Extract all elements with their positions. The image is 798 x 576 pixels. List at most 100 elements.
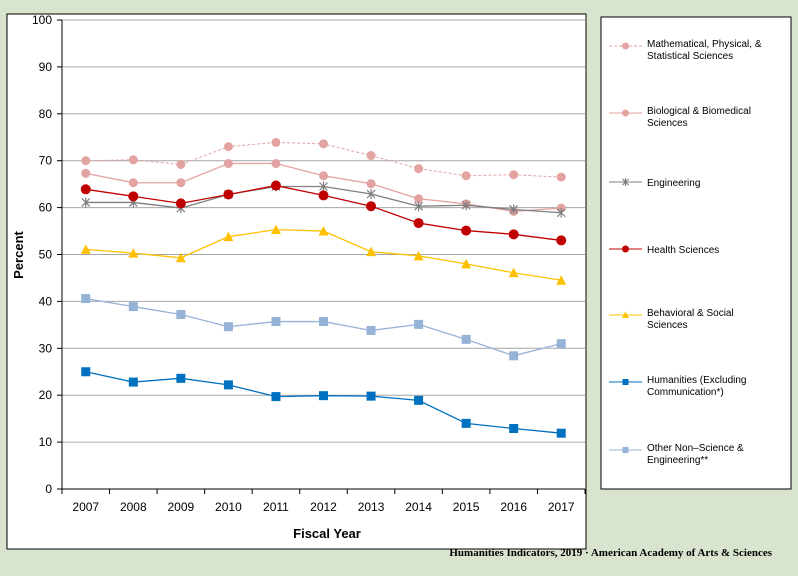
data-point xyxy=(508,267,519,278)
y-tick-label: 10 xyxy=(39,435,53,449)
plot-panel xyxy=(6,13,587,550)
y-tick-label: 30 xyxy=(39,341,53,355)
data-point xyxy=(318,226,329,236)
legend-label: Health Sciences xyxy=(647,245,719,256)
data-point xyxy=(366,246,377,257)
legend-marker xyxy=(622,245,629,253)
legend-label: Humanities (Excluding xyxy=(647,375,747,386)
data-point xyxy=(509,423,519,433)
data-point xyxy=(81,168,91,178)
data-point xyxy=(223,159,233,169)
legend-marker xyxy=(622,178,629,186)
data-point xyxy=(80,244,91,254)
data-point xyxy=(556,172,566,182)
data-point xyxy=(556,235,567,246)
legend-marker xyxy=(622,311,629,318)
y-tick-label: 80 xyxy=(39,107,53,121)
data-point xyxy=(81,367,91,377)
y-tick-label: 40 xyxy=(39,294,53,308)
y-tick-label: 60 xyxy=(39,201,53,215)
data-point xyxy=(223,189,234,200)
x-tick-label: 2007 xyxy=(72,500,99,514)
data-point xyxy=(270,180,281,191)
y-tick-label: 70 xyxy=(39,154,53,168)
data-point xyxy=(508,229,519,240)
legend-label: Biological & Biomedical xyxy=(647,106,751,117)
data-point xyxy=(80,184,91,195)
data-point xyxy=(366,201,377,212)
legend-marker xyxy=(622,42,629,50)
legend-marker xyxy=(622,109,629,117)
y-tick-label: 0 xyxy=(45,482,52,496)
data-point xyxy=(461,334,471,344)
legend-item-3: Health Sciences xyxy=(609,245,719,256)
data-point xyxy=(461,225,472,236)
series-lines xyxy=(80,137,567,438)
data-point xyxy=(128,377,138,387)
x-tick-label: 2010 xyxy=(215,500,242,514)
legend-label: Other Non–Science & xyxy=(647,443,744,454)
data-point xyxy=(366,179,376,189)
data-point xyxy=(556,207,566,218)
data-point xyxy=(176,310,186,320)
x-tick-label: 2016 xyxy=(500,500,527,514)
legend-label: Sciences xyxy=(647,118,688,129)
data-point xyxy=(81,156,91,166)
legend-label: Engineering xyxy=(647,178,700,189)
data-point xyxy=(461,258,472,269)
data-point xyxy=(413,218,424,229)
legend-panel xyxy=(600,16,792,490)
data-point xyxy=(271,392,281,402)
data-point xyxy=(319,317,328,327)
data-point xyxy=(270,224,281,235)
data-point xyxy=(366,188,376,199)
legend-item-6: Other Non–Science &Engineering** xyxy=(609,443,744,466)
data-point xyxy=(223,380,233,390)
x-tick-label: 2017 xyxy=(548,500,575,514)
legend-label: Statistical Sciences xyxy=(647,51,733,62)
data-point xyxy=(81,294,91,304)
x-tick-label: 2008 xyxy=(120,500,147,514)
data-point xyxy=(556,275,567,285)
data-point xyxy=(461,171,471,181)
data-point xyxy=(319,181,328,192)
x-tick-label: 2011 xyxy=(263,500,289,514)
data-point xyxy=(128,248,139,258)
data-point xyxy=(175,198,186,209)
y-tick-label: 90 xyxy=(39,60,53,74)
data-point xyxy=(414,319,424,329)
legend-marker xyxy=(622,447,629,453)
data-point xyxy=(319,171,328,181)
series-2 xyxy=(81,181,566,218)
data-point xyxy=(319,391,328,401)
series-0 xyxy=(81,137,566,182)
legend-item-0: Mathematical, Physical, &Statistical Sci… xyxy=(609,39,762,62)
data-point xyxy=(318,190,329,201)
data-point xyxy=(556,428,566,438)
y-tick-label: 50 xyxy=(39,248,53,262)
data-point xyxy=(509,204,519,215)
series-3 xyxy=(80,180,567,246)
y-tick-label: 20 xyxy=(39,388,53,402)
data-point xyxy=(176,178,186,188)
credit-line: Humanities Indicators, 2019 · American A… xyxy=(449,547,772,559)
y-tick-label: 100 xyxy=(32,13,52,27)
series-6 xyxy=(81,294,566,361)
data-point xyxy=(176,159,186,169)
data-point xyxy=(509,351,519,361)
legend-marker xyxy=(622,379,629,385)
data-point xyxy=(414,164,424,174)
data-point xyxy=(414,395,424,405)
data-point xyxy=(223,231,234,242)
series-4 xyxy=(80,224,567,285)
legend-label: Behavioral & Social xyxy=(647,308,734,319)
data-point xyxy=(509,170,519,180)
data-point xyxy=(223,142,233,152)
data-point xyxy=(271,317,281,327)
data-point xyxy=(175,252,186,263)
data-point xyxy=(128,155,138,165)
x-tick-label: 2014 xyxy=(405,500,432,514)
data-point xyxy=(366,325,376,335)
